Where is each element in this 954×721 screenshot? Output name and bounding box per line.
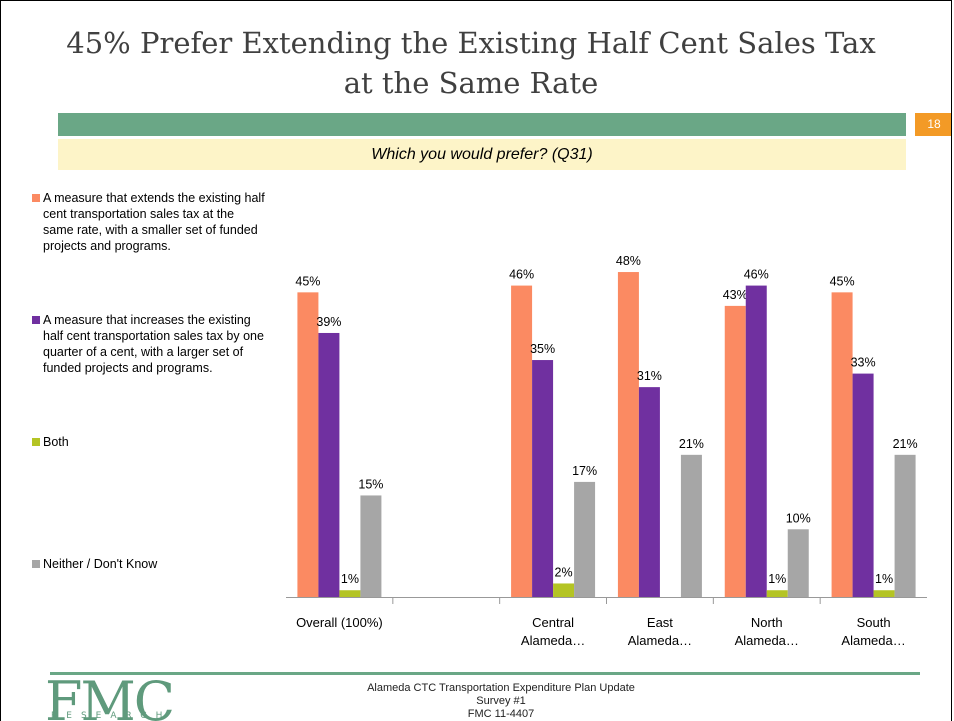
- category-label: Alameda…: [735, 633, 799, 648]
- data-label: 15%: [358, 477, 383, 491]
- category-label: Central: [532, 615, 574, 630]
- data-label: 21%: [893, 437, 918, 451]
- bar: [745, 285, 767, 597]
- data-label: 43%: [723, 288, 748, 302]
- legend-label-extend: A measure that extends the existing half…: [43, 191, 265, 253]
- bar: [532, 360, 554, 597]
- data-label: 17%: [572, 464, 597, 478]
- logo-subtext: RESEARCH: [51, 711, 172, 721]
- bar: [511, 285, 533, 597]
- bar: [638, 387, 660, 597]
- footer-line-2: Survey #1: [476, 695, 526, 707]
- bar: [318, 332, 340, 597]
- category-label: Alameda…: [628, 633, 692, 648]
- bar: [680, 454, 702, 597]
- data-label: 10%: [786, 511, 811, 525]
- bar: [787, 529, 809, 597]
- bar: [553, 583, 575, 597]
- bar: [852, 373, 874, 597]
- footer-divider: [50, 672, 920, 675]
- data-label: 39%: [316, 315, 341, 329]
- data-label: 1%: [341, 572, 359, 586]
- data-label: 2%: [555, 565, 573, 579]
- data-label: 46%: [509, 268, 534, 282]
- legend-swatch-extend: [32, 194, 40, 202]
- data-label: 45%: [830, 274, 855, 288]
- data-label: 21%: [679, 437, 704, 451]
- header-band: [58, 113, 906, 136]
- bar: [617, 272, 639, 597]
- slide-title: 45% Prefer Extending the Existing Half C…: [66, 26, 876, 100]
- category-label: Alameda…: [521, 633, 585, 648]
- footer-line-3: FMC 11-4407: [467, 708, 535, 720]
- legend-swatch-both: [32, 438, 40, 446]
- data-label: 1%: [768, 572, 786, 586]
- category-label: Overall (100%): [296, 615, 383, 630]
- data-label: 1%: [875, 572, 893, 586]
- bar: [339, 590, 361, 597]
- legend-item-neither: Neither / Don't Know: [32, 556, 267, 572]
- data-label: 33%: [851, 356, 876, 370]
- fmc-logo: FMC RESEARCH: [45, 678, 185, 721]
- bar: [360, 495, 382, 597]
- bar: [297, 292, 319, 597]
- data-label: 46%: [744, 268, 769, 282]
- bar: [574, 481, 596, 597]
- legend-label-increase: A measure that increases the existing ha…: [43, 313, 264, 375]
- slide-number: 18: [915, 113, 951, 136]
- category-label: South: [857, 615, 891, 630]
- legend-item-both: Both: [32, 434, 267, 450]
- question-banner: Which you would prefer? (Q31): [58, 139, 906, 170]
- bar: [873, 590, 895, 597]
- legend-swatch-neither: [32, 560, 40, 568]
- data-label: 31%: [637, 369, 662, 383]
- bar: [894, 454, 916, 597]
- footer-line-1: Alameda CTC Transportation Expenditure P…: [367, 682, 635, 694]
- legend-label-both: Both: [43, 435, 69, 449]
- footer-text: Alameda CTC Transportation Expenditure P…: [301, 682, 701, 721]
- logo-wordmark: FMC: [45, 678, 175, 721]
- bar: [724, 305, 746, 597]
- legend-label-neither: Neither / Don't Know: [43, 557, 158, 571]
- category-label: East: [647, 615, 673, 630]
- data-label: 35%: [530, 342, 555, 356]
- data-label: 48%: [616, 254, 641, 268]
- legend-item-increase: A measure that increases the existing ha…: [32, 312, 267, 376]
- bar: [831, 292, 853, 597]
- category-label: North: [751, 615, 783, 630]
- category-label: Alameda…: [841, 633, 905, 648]
- data-label: 45%: [295, 274, 320, 288]
- legend-swatch-increase: [32, 316, 40, 324]
- legend-item-extend: A measure that extends the existing half…: [32, 190, 267, 254]
- bar: [766, 590, 788, 597]
